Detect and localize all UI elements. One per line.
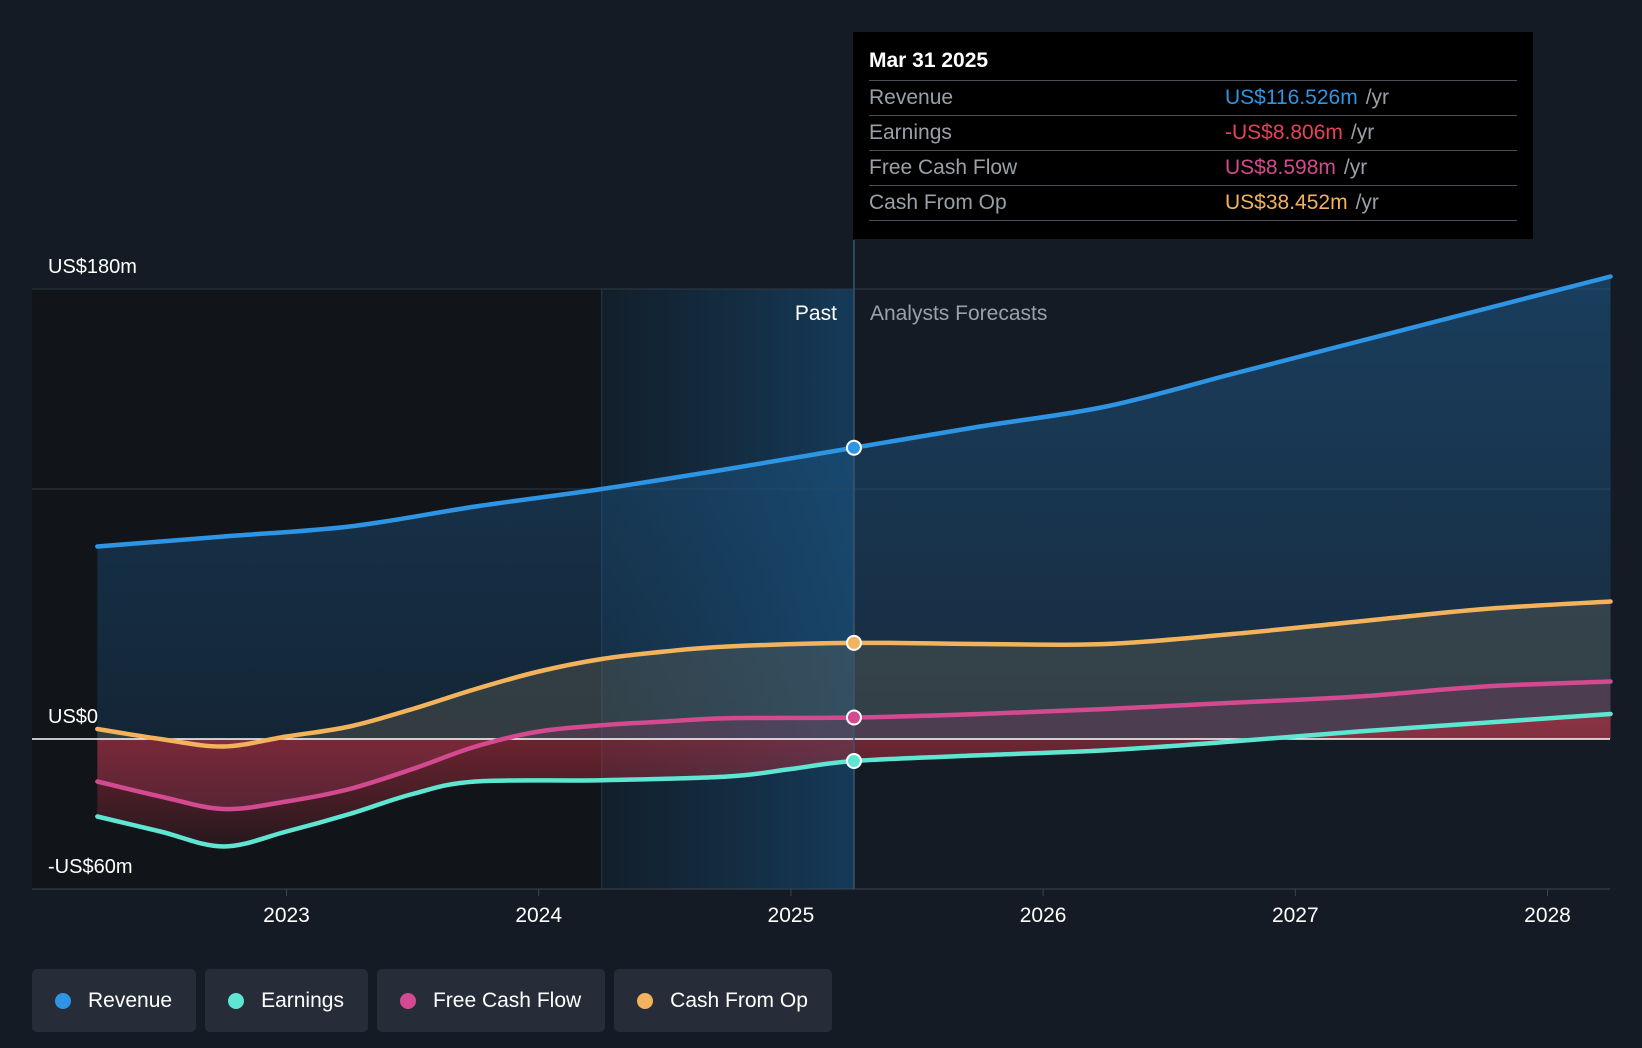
x-tick-label: 2026 bbox=[1020, 904, 1067, 927]
tooltip-label: Revenue bbox=[869, 86, 954, 109]
tooltip-unit: /yr bbox=[1343, 156, 1368, 179]
x-tick-label: 2027 bbox=[1272, 904, 1319, 927]
legend: Revenue Earnings Free Cash Flow Cash Fro… bbox=[32, 969, 832, 1032]
series-line-earnings bbox=[95, 711, 1613, 849]
tooltip-unit: /yr bbox=[1365, 86, 1390, 109]
legend-label: Free Cash Flow bbox=[432, 988, 582, 1012]
tooltip-label: Earnings bbox=[869, 121, 952, 144]
legend-dot-icon bbox=[55, 992, 71, 1009]
legend-item-revenue[interactable]: Revenue bbox=[32, 969, 197, 1032]
tooltip-row-earnings: Earnings -US$8.806m /yr bbox=[869, 115, 1517, 150]
tooltip-value: US$8.598m bbox=[1225, 156, 1336, 179]
tooltip-label: Cash From Op bbox=[869, 191, 1007, 214]
forecast-label: Analysts Forecasts bbox=[870, 302, 1047, 325]
series-line-cash-from-op bbox=[95, 599, 1613, 749]
legend-label: Earnings bbox=[261, 988, 344, 1012]
legend-label: Revenue bbox=[88, 988, 173, 1012]
marker-revenue[interactable] bbox=[845, 439, 862, 456]
tooltip-value: -US$8.806m bbox=[1225, 121, 1343, 144]
series-line-free-cash-flow bbox=[95, 679, 1613, 812]
x-tick-label: 2025 bbox=[768, 904, 815, 927]
x-tick-label: 2024 bbox=[515, 904, 562, 927]
past-label: Past bbox=[795, 302, 837, 325]
x-tick-label: 2023 bbox=[263, 904, 310, 927]
tooltip-unit: /yr bbox=[1350, 121, 1375, 144]
legend-label: Cash From Op bbox=[670, 988, 808, 1012]
legend-dot-icon bbox=[637, 992, 654, 1009]
tooltip-value: US$116.526m bbox=[1225, 86, 1358, 109]
tooltip-row-revenue: Revenue US$116.526m /yr bbox=[869, 80, 1517, 115]
y-tick-label: -US$60m bbox=[48, 856, 132, 878]
legend-item-earnings[interactable]: Earnings bbox=[205, 969, 368, 1032]
tooltip-row-cash-from-op: Cash From Op US$38.452m /yr bbox=[869, 185, 1517, 221]
marker-cash-from-op[interactable] bbox=[845, 634, 862, 651]
tooltip-label: Free Cash Flow bbox=[869, 156, 1018, 179]
tooltip-date: Mar 31 2025 bbox=[869, 49, 989, 72]
free-cash-flow-area bbox=[97, 681, 1611, 810]
legend-item-free-cash-flow[interactable]: Free Cash Flow bbox=[376, 969, 606, 1032]
tooltip-row-free-cash-flow: Free Cash Flow US$8.598m /yr bbox=[869, 150, 1517, 185]
y-tick-label: US$180m bbox=[48, 256, 137, 278]
marker-earnings[interactable] bbox=[845, 753, 862, 769]
legend-dot-icon bbox=[399, 992, 416, 1009]
y-tick-label: US$0 bbox=[48, 706, 98, 728]
tooltip-value: US$38.452m bbox=[1225, 191, 1348, 214]
legend-item-cash-from-op[interactable]: Cash From Op bbox=[614, 969, 832, 1032]
tooltip-unit: /yr bbox=[1355, 191, 1379, 214]
x-tick-label: 2028 bbox=[1524, 904, 1571, 927]
tooltip: Mar 31 2025 Revenue US$116.526m /yr Earn… bbox=[853, 32, 1533, 239]
legend-dot-icon bbox=[228, 992, 245, 1009]
marker-free-cash-flow[interactable] bbox=[845, 709, 862, 726]
